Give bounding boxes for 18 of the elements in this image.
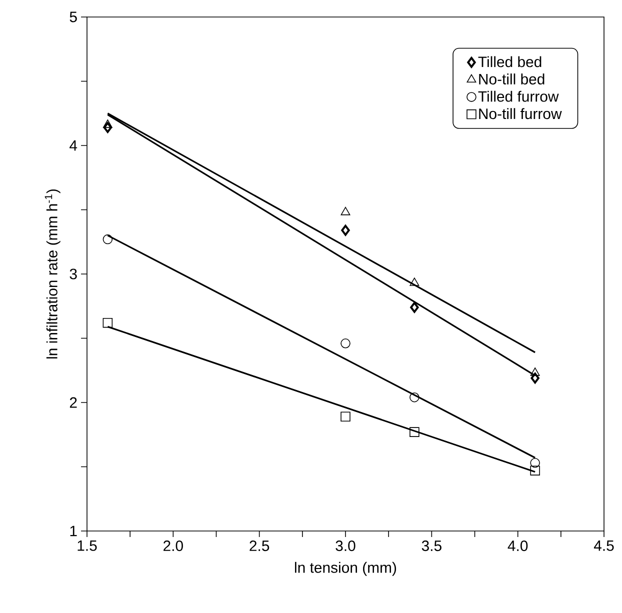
y-tick-label: 5	[70, 12, 77, 22]
x-tick-label: 2.5	[250, 540, 270, 552]
x-tick-label: 3.0	[336, 540, 356, 552]
legend-label: No-till furrow	[479, 108, 562, 120]
x-tick-label: 1.5	[78, 540, 97, 551]
y-tick-label: 1	[70, 526, 77, 536]
legend-label: No-till bed	[479, 74, 544, 84]
x-tick-label: 3.5	[422, 540, 442, 552]
legend-label: Tilled bed	[478, 56, 542, 68]
legend-label: Tilled furrow	[478, 90, 559, 102]
x-tick-label: 4.5	[594, 540, 614, 551]
x-axis-title: ln tension (mm)	[295, 562, 396, 576]
y-tick-label: 3	[70, 268, 77, 280]
y-tick-label: 2	[70, 397, 77, 408]
y-axis-title: ln infiltration rate (mm h$^{-1}$)	[44, 189, 60, 358]
y-tick-label: 4	[70, 140, 78, 151]
x-tick-label: 2.0	[164, 540, 183, 552]
x-tick-label: 4.0	[508, 540, 528, 552]
